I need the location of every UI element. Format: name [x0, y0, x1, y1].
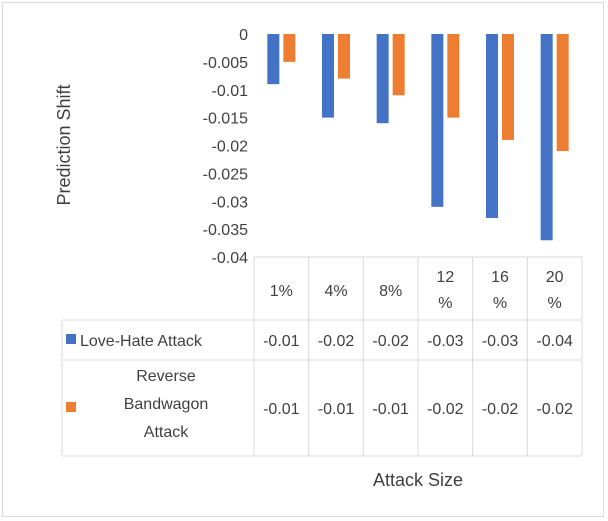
legend-label: Love-Hate Attack [80, 333, 203, 350]
y-tick-label: -0.025 [203, 166, 248, 183]
y-tick-label: -0.04 [212, 250, 249, 267]
bar-reverse-bandwagon [447, 34, 460, 118]
bar-reverse-bandwagon [338, 34, 350, 79]
bar-reverse-bandwagon [556, 34, 569, 152]
y-tick-label: -0.02 [212, 139, 249, 156]
bar-reverse-bandwagon [392, 34, 405, 96]
table-value: -0.01 [263, 333, 300, 350]
y-tick-label: -0.005 [203, 55, 248, 72]
bar-love-hate [540, 34, 553, 241]
y-tick-label: 0 [239, 27, 248, 44]
table-value: -0.02 [482, 401, 519, 418]
x-category-label: 1% [270, 283, 293, 300]
x-category-label: 20% [546, 269, 564, 312]
chart-frame [2, 2, 604, 517]
y-tick-label: -0.01 [212, 83, 249, 100]
table-value: -0.01 [263, 401, 300, 418]
table-value: -0.02 [372, 333, 409, 350]
table-value: -0.03 [482, 333, 519, 350]
x-axis-title: Attack Size [373, 470, 463, 490]
bar-reverse-bandwagon [283, 34, 296, 62]
x-category-label: 8% [379, 283, 402, 300]
y-tick-label: -0.035 [203, 222, 248, 239]
table-value: -0.01 [318, 401, 355, 418]
bar-love-hate [376, 34, 389, 124]
bar-love-hate [486, 34, 498, 218]
x-category-label: 12% [436, 269, 454, 312]
y-tick-label: -0.03 [212, 194, 249, 211]
table-value: -0.02 [318, 333, 355, 350]
table-value: -0.04 [536, 333, 573, 350]
legend-key-love-hate [66, 334, 76, 344]
x-category-label: 4% [324, 283, 347, 300]
table-value: -0.03 [427, 333, 464, 350]
table-value: -0.02 [427, 401, 464, 418]
bar-love-hate [267, 34, 280, 85]
legend-label: Reverse Bandwagon Attack [124, 368, 209, 441]
legend-key-reverse-bandwagon [66, 402, 76, 412]
x-category-label: 16% [491, 269, 509, 312]
bar-reverse-bandwagon [502, 34, 514, 140]
table-value: -0.02 [536, 401, 573, 418]
y-axis-title: Prediction Shift [54, 84, 74, 205]
bar-love-hate [431, 34, 444, 207]
y-tick-label: -0.015 [203, 111, 248, 128]
table-value: -0.01 [372, 401, 409, 418]
bar-love-hate [322, 34, 334, 118]
